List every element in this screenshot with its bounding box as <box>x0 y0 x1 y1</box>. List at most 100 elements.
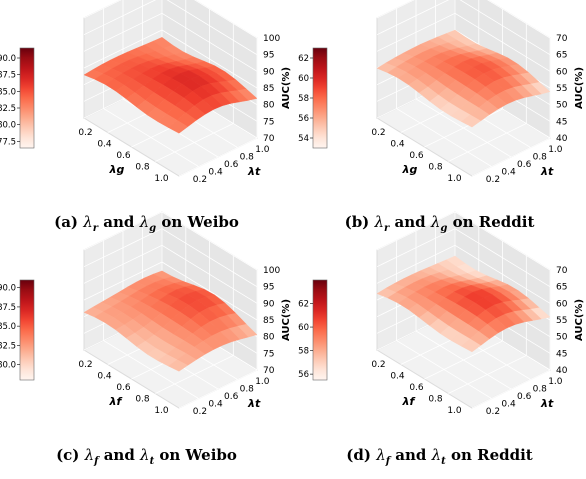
caption-var1: λ <box>83 213 93 231</box>
z-tick-label: 50 <box>556 101 568 111</box>
x-tick-label: 0.8 <box>135 163 150 173</box>
z-axis-label: AUC(%) <box>281 299 292 341</box>
x-tick-label: 0.6 <box>116 383 131 393</box>
z-tick-label: 70 <box>556 266 568 276</box>
caption-label: (c) <box>56 446 80 464</box>
caption-var2: λ <box>431 446 442 464</box>
z-tick-label: 75 <box>263 117 274 127</box>
colorbar-tick-label: 87.5 <box>0 71 16 81</box>
colorbar-tick-label: 56 <box>298 370 309 380</box>
z-tick-label: 45 <box>556 349 567 359</box>
y-tick-label: 0.6 <box>224 392 239 402</box>
y-axis-label: λt <box>540 397 554 410</box>
x-axis-label: λg <box>402 163 418 176</box>
caption-var2: λ <box>140 446 150 464</box>
z-axis-label: AUC(%) <box>574 67 585 109</box>
caption-and: and <box>103 446 135 464</box>
grid-line <box>83 0 258 56</box>
colorbar-tick-label: 60 <box>298 74 309 84</box>
grid-line <box>415 0 512 158</box>
chart-panel-d: 40455055606570AUC(%)0.20.40.60.81.0λf0.2… <box>298 211 585 417</box>
x-tick-label: 0.8 <box>428 395 443 405</box>
caption-label: (b) <box>344 213 370 231</box>
caption-and: and <box>395 446 427 464</box>
z-axis-label: AUC(%) <box>574 299 585 341</box>
y-tick-label: 0.2 <box>486 175 500 185</box>
caption-and: and <box>103 213 135 231</box>
chart-panel-c: 707580859095100AUC(%)0.20.40.60.81.0λf0.… <box>0 211 292 417</box>
z-tick-label: 85 <box>263 84 274 94</box>
y-tick-label: 1.0 <box>255 377 270 387</box>
y-tick-label: 0.8 <box>533 152 548 162</box>
colorbar-tick-label: 62 <box>298 300 309 310</box>
colorbar <box>19 279 35 381</box>
y-tick-label: 1.0 <box>548 377 563 387</box>
surface-cell <box>168 359 189 372</box>
colorbar-tick-label: 54 <box>298 134 309 144</box>
caption-sub2: t <box>441 456 446 467</box>
z-tick-label: 100 <box>263 266 280 276</box>
y-tick-label: 0.8 <box>240 152 255 162</box>
x-tick-label: 1.0 <box>447 174 462 184</box>
colorbar-tick-label: 82.5 <box>0 341 16 351</box>
y-tick-label: 0.2 <box>486 407 500 417</box>
z-tick-label: 70 <box>556 34 568 44</box>
y-tick-label: 1.0 <box>548 145 563 155</box>
y-tick-label: 1.0 <box>255 145 270 155</box>
caption-label: (d) <box>346 446 371 464</box>
z-tick-label: 50 <box>556 333 568 343</box>
caption-sub1: r <box>384 223 390 234</box>
y-axis-label: λt <box>247 397 261 410</box>
caption-a: (a) λr and λg on Weibo <box>0 213 293 234</box>
caption-sub2: g <box>440 223 448 234</box>
caption-tail: on Weibo <box>161 213 239 231</box>
chart-panel-a: 707580859095100AUC(%)0.20.40.60.81.0λg0.… <box>0 0 292 185</box>
z-tick-label: 75 <box>263 349 274 359</box>
colorbar <box>312 47 328 149</box>
z-tick-label: 90 <box>263 299 275 309</box>
x-axis-label: λf <box>402 395 416 408</box>
x-tick-label: 0.4 <box>390 139 405 149</box>
colorbar <box>312 279 328 381</box>
colorbar-tick-label: 58 <box>298 94 309 104</box>
caption-d: (d) λf and λt on Reddit <box>293 446 586 467</box>
y-axis-label: λt <box>247 165 261 178</box>
caption-var2: λ <box>430 213 441 231</box>
y-tick-label: 0.6 <box>517 160 532 170</box>
z-tick-label: 65 <box>556 51 567 61</box>
z-tick-label: 95 <box>263 283 274 293</box>
colorbar-tick-label: 90.0 <box>0 54 16 64</box>
x-axis-label: λg <box>109 163 125 176</box>
caption-tail: on Reddit <box>450 446 533 464</box>
grid-line <box>83 0 258 39</box>
colorbar-tick-label: 80.0 <box>0 121 16 131</box>
caption-tail: on Weibo <box>159 446 237 464</box>
caption-var2: λ <box>139 213 150 231</box>
caption-sub1: f <box>385 456 391 467</box>
x-tick-label: 0.2 <box>78 128 92 138</box>
colorbar-tick-label: 56 <box>298 114 309 124</box>
grid-line <box>122 0 219 158</box>
x-tick-label: 0.8 <box>428 163 443 173</box>
caption-c: (c) λf and λt on Weibo <box>0 446 293 467</box>
caption-var1: λ <box>374 213 385 231</box>
colorbar-tick-label: 58 <box>298 347 309 357</box>
caption-var1: λ <box>376 446 386 464</box>
z-tick-label: 60 <box>556 299 568 309</box>
x-tick-label: 0.4 <box>97 139 112 149</box>
grid-line <box>103 8 199 167</box>
z-tick-label: 95 <box>263 51 274 61</box>
y-tick-label: 0.4 <box>501 400 516 410</box>
caption-sub2: t <box>149 456 155 467</box>
x-tick-label: 0.4 <box>97 371 112 381</box>
x-tick-label: 0.2 <box>78 360 92 370</box>
x-tick-label: 0.4 <box>390 371 405 381</box>
x-tick-label: 1.0 <box>154 406 169 416</box>
z-tick-label: 40 <box>556 366 568 376</box>
z-tick-label: 90 <box>263 67 275 77</box>
surface-cell <box>168 120 189 134</box>
z-tick-label: 45 <box>556 117 567 127</box>
colorbar-tick-label: 60 <box>298 323 309 333</box>
y-tick-label: 0.4 <box>208 168 223 178</box>
z-tick-label: 85 <box>263 316 274 326</box>
